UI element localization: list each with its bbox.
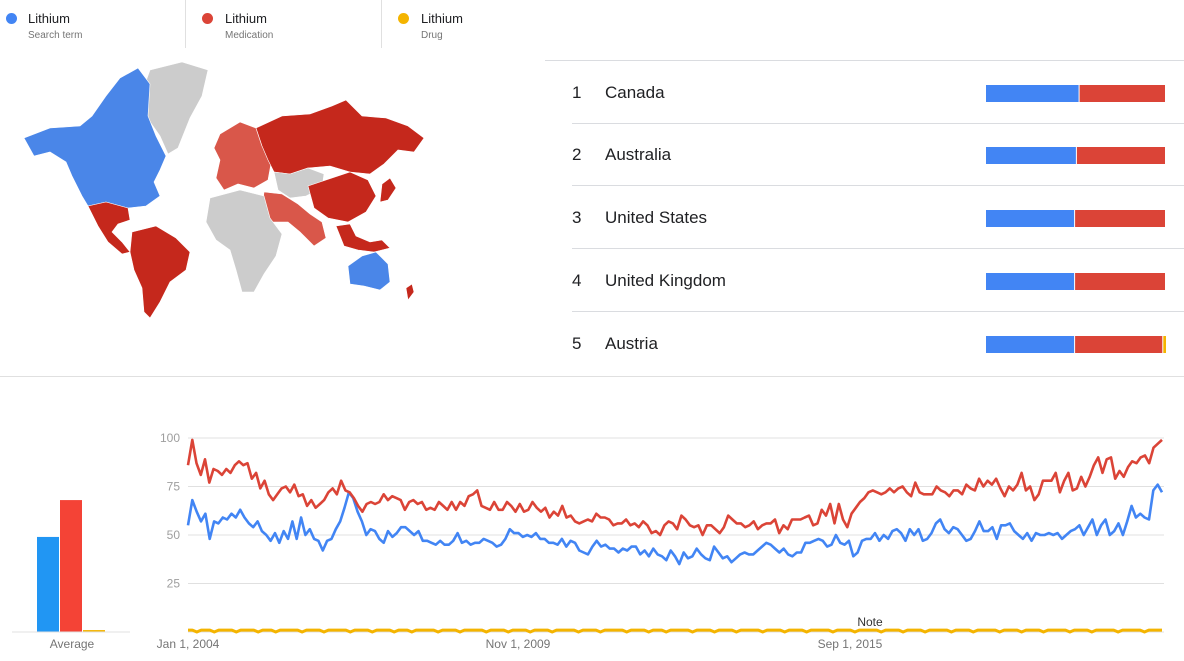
series-line[interactable]	[188, 628, 1162, 634]
x-tick-label: Jan 1, 2004	[157, 637, 220, 651]
dot-icon	[202, 13, 213, 24]
average-bar	[83, 630, 105, 632]
ranking-row[interactable]: 1 Canada	[545, 60, 1184, 124]
dot-icon	[398, 13, 409, 24]
interest-over-time-chart: Average 25 50 75 100 Jan 1, 2004 Nov 1, 2009 S…	[12, 431, 1164, 651]
ranking-row[interactable]: 5 Austria	[545, 312, 1184, 375]
legend-name: Lithium	[225, 11, 267, 26]
share-segment	[986, 273, 1075, 290]
share-segment	[986, 147, 1076, 164]
rank-share-bar	[986, 336, 1166, 353]
rank-share-bar	[986, 210, 1166, 227]
map-region-north-america[interactable]	[23, 67, 167, 209]
average-bar	[60, 500, 82, 632]
ranking-row[interactable]: 4 United Kingdom	[545, 249, 1184, 312]
ranking-row[interactable]: 2 Australia	[545, 123, 1184, 186]
map-region-africa[interactable]	[205, 189, 283, 293]
share-segment	[1076, 147, 1165, 164]
average-bar	[37, 536, 59, 632]
legend-type: Medication	[225, 30, 274, 41]
legend-item-drug[interactable]: Lithium Drug	[381, 0, 578, 48]
map-region-australia[interactable]	[347, 251, 391, 291]
share-segment	[1079, 85, 1165, 102]
share-segment	[1075, 336, 1163, 353]
legend-type: Drug	[421, 30, 443, 41]
rank-number: 1	[572, 83, 582, 102]
rank-share-bar	[986, 147, 1166, 164]
rank-country: Australia	[605, 145, 672, 164]
rank-number: 2	[572, 145, 582, 164]
legend-type: Search term	[28, 30, 83, 41]
rank-number: 4	[572, 271, 582, 290]
legend-item-search-term[interactable]: Lithium Search term	[0, 0, 196, 48]
y-tick-label: 50	[167, 528, 181, 542]
interest-over-time: Average 25 50 75 100 Jan 1, 2004 Nov 1, 2009 S…	[0, 378, 1184, 656]
share-segment	[1163, 336, 1166, 353]
map-region-mexico[interactable]	[87, 201, 131, 255]
legend-name: Lithium	[421, 11, 463, 26]
average-label: Average	[50, 637, 95, 651]
rank-number: 5	[572, 334, 582, 353]
share-segment	[1075, 273, 1165, 290]
ranking-row[interactable]: 3 United States	[545, 186, 1184, 249]
rank-country: United Kingdom	[605, 271, 726, 290]
world-map-svg	[23, 61, 425, 319]
legend-item-medication[interactable]: Lithium Medication	[185, 0, 382, 48]
section-divider	[0, 376, 1184, 377]
x-tick-label: Nov 1, 2009	[486, 637, 551, 651]
map-region-indonesia[interactable]	[335, 223, 391, 253]
share-segment	[986, 85, 1079, 102]
y-tick-label: 75	[167, 480, 181, 494]
note-label[interactable]: Note	[857, 615, 883, 629]
dot-icon	[6, 13, 17, 24]
share-segment	[1075, 210, 1165, 227]
map-region-new-zealand[interactable]	[405, 283, 415, 301]
rank-country: United States	[605, 208, 708, 227]
rank-number: 3	[572, 208, 582, 227]
legend-name: Lithium	[28, 11, 70, 26]
rank-country: Canada	[605, 83, 665, 102]
legend: Lithium Search term Lithium Medication L…	[0, 0, 600, 48]
map-region-china[interactable]	[307, 171, 377, 223]
map-region-russia[interactable]	[255, 99, 425, 175]
y-tick-label: 100	[160, 431, 180, 445]
rank-share-bar	[986, 273, 1166, 290]
y-tick-label: 25	[167, 577, 181, 591]
series-line[interactable]	[186, 438, 1163, 537]
map-region-japan[interactable]	[379, 177, 397, 203]
share-segment	[986, 336, 1075, 353]
world-map[interactable]	[10, 56, 440, 356]
rank-country: Austria	[605, 334, 658, 353]
rank-share-bar	[986, 85, 1166, 102]
x-tick-label: Sep 1, 2015	[818, 637, 883, 651]
share-segment	[986, 210, 1075, 227]
map-region-south-america[interactable]	[129, 225, 191, 319]
